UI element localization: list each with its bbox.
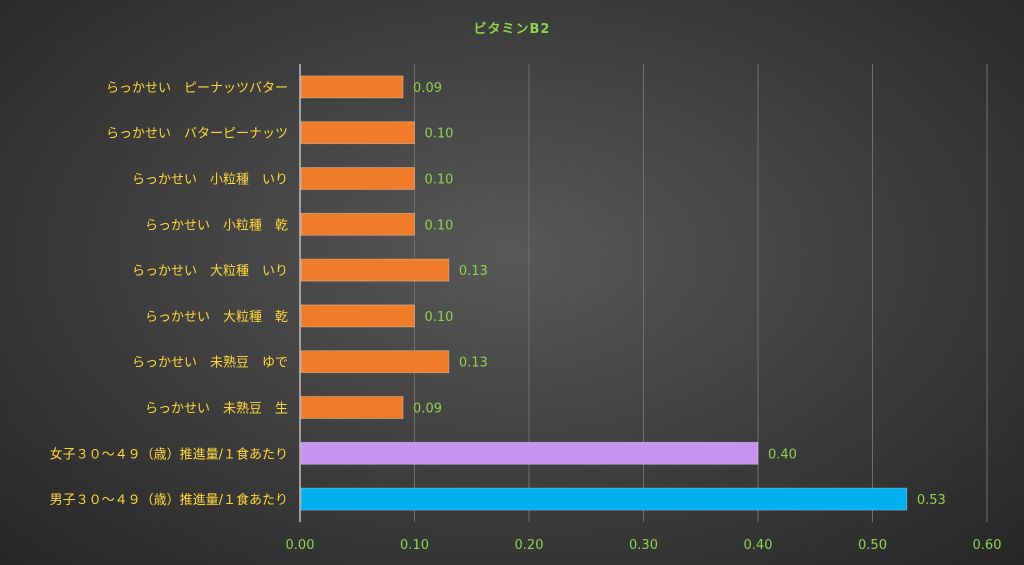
x-tick-label: 0.30 — [629, 538, 658, 553]
bar — [300, 304, 415, 328]
category-label: らっかせい 小粒種 いり — [132, 172, 288, 188]
category-label: 女子３０～４９（歳）推進量/１食あたり — [50, 446, 288, 462]
category-label: らっかせい 未熟豆 生 — [145, 401, 288, 417]
bar — [300, 167, 415, 190]
x-tick-label: 0.40 — [744, 538, 773, 553]
x-tick-label: 0.20 — [515, 538, 544, 553]
category-label: らっかせい 未熟豆 ゆで — [132, 355, 288, 371]
bar — [300, 350, 450, 374]
x-tick-label: 0.00 — [286, 538, 315, 553]
data-label: 0.13 — [459, 264, 488, 279]
chart-title: ビタミンB2 — [473, 22, 551, 37]
data-label: 0.10 — [425, 310, 454, 325]
category-label: らっかせい 小粒種 乾 — [145, 217, 288, 233]
category-label: らっかせい ピーナッツバター — [106, 81, 288, 96]
x-tick-label: 0.10 — [400, 538, 429, 553]
category-label: らっかせい 大粒種 いり — [132, 263, 288, 279]
category-label: らっかせい バターピーナッツ — [106, 127, 288, 142]
bar — [300, 121, 415, 145]
data-label: 0.09 — [413, 81, 442, 96]
data-label: 0.40 — [768, 447, 797, 462]
bar — [300, 212, 415, 236]
bar — [300, 75, 404, 99]
data-label: 0.53 — [917, 493, 946, 508]
bar — [300, 487, 908, 511]
bar — [300, 396, 404, 419]
data-label: 0.10 — [425, 127, 454, 142]
x-tick-label: 0.50 — [858, 538, 887, 553]
data-label: 0.09 — [413, 402, 442, 417]
data-label: 0.10 — [425, 218, 454, 233]
category-label: らっかせい 大粒種 乾 — [145, 309, 288, 325]
data-label: 0.13 — [459, 356, 488, 371]
data-label: 0.10 — [425, 173, 454, 188]
x-tick-label: 0.60 — [973, 538, 1002, 553]
bar — [300, 258, 450, 282]
bar — [300, 441, 759, 465]
category-label: 男子３０～４９（歳）推進量/１食あたり — [50, 492, 288, 508]
